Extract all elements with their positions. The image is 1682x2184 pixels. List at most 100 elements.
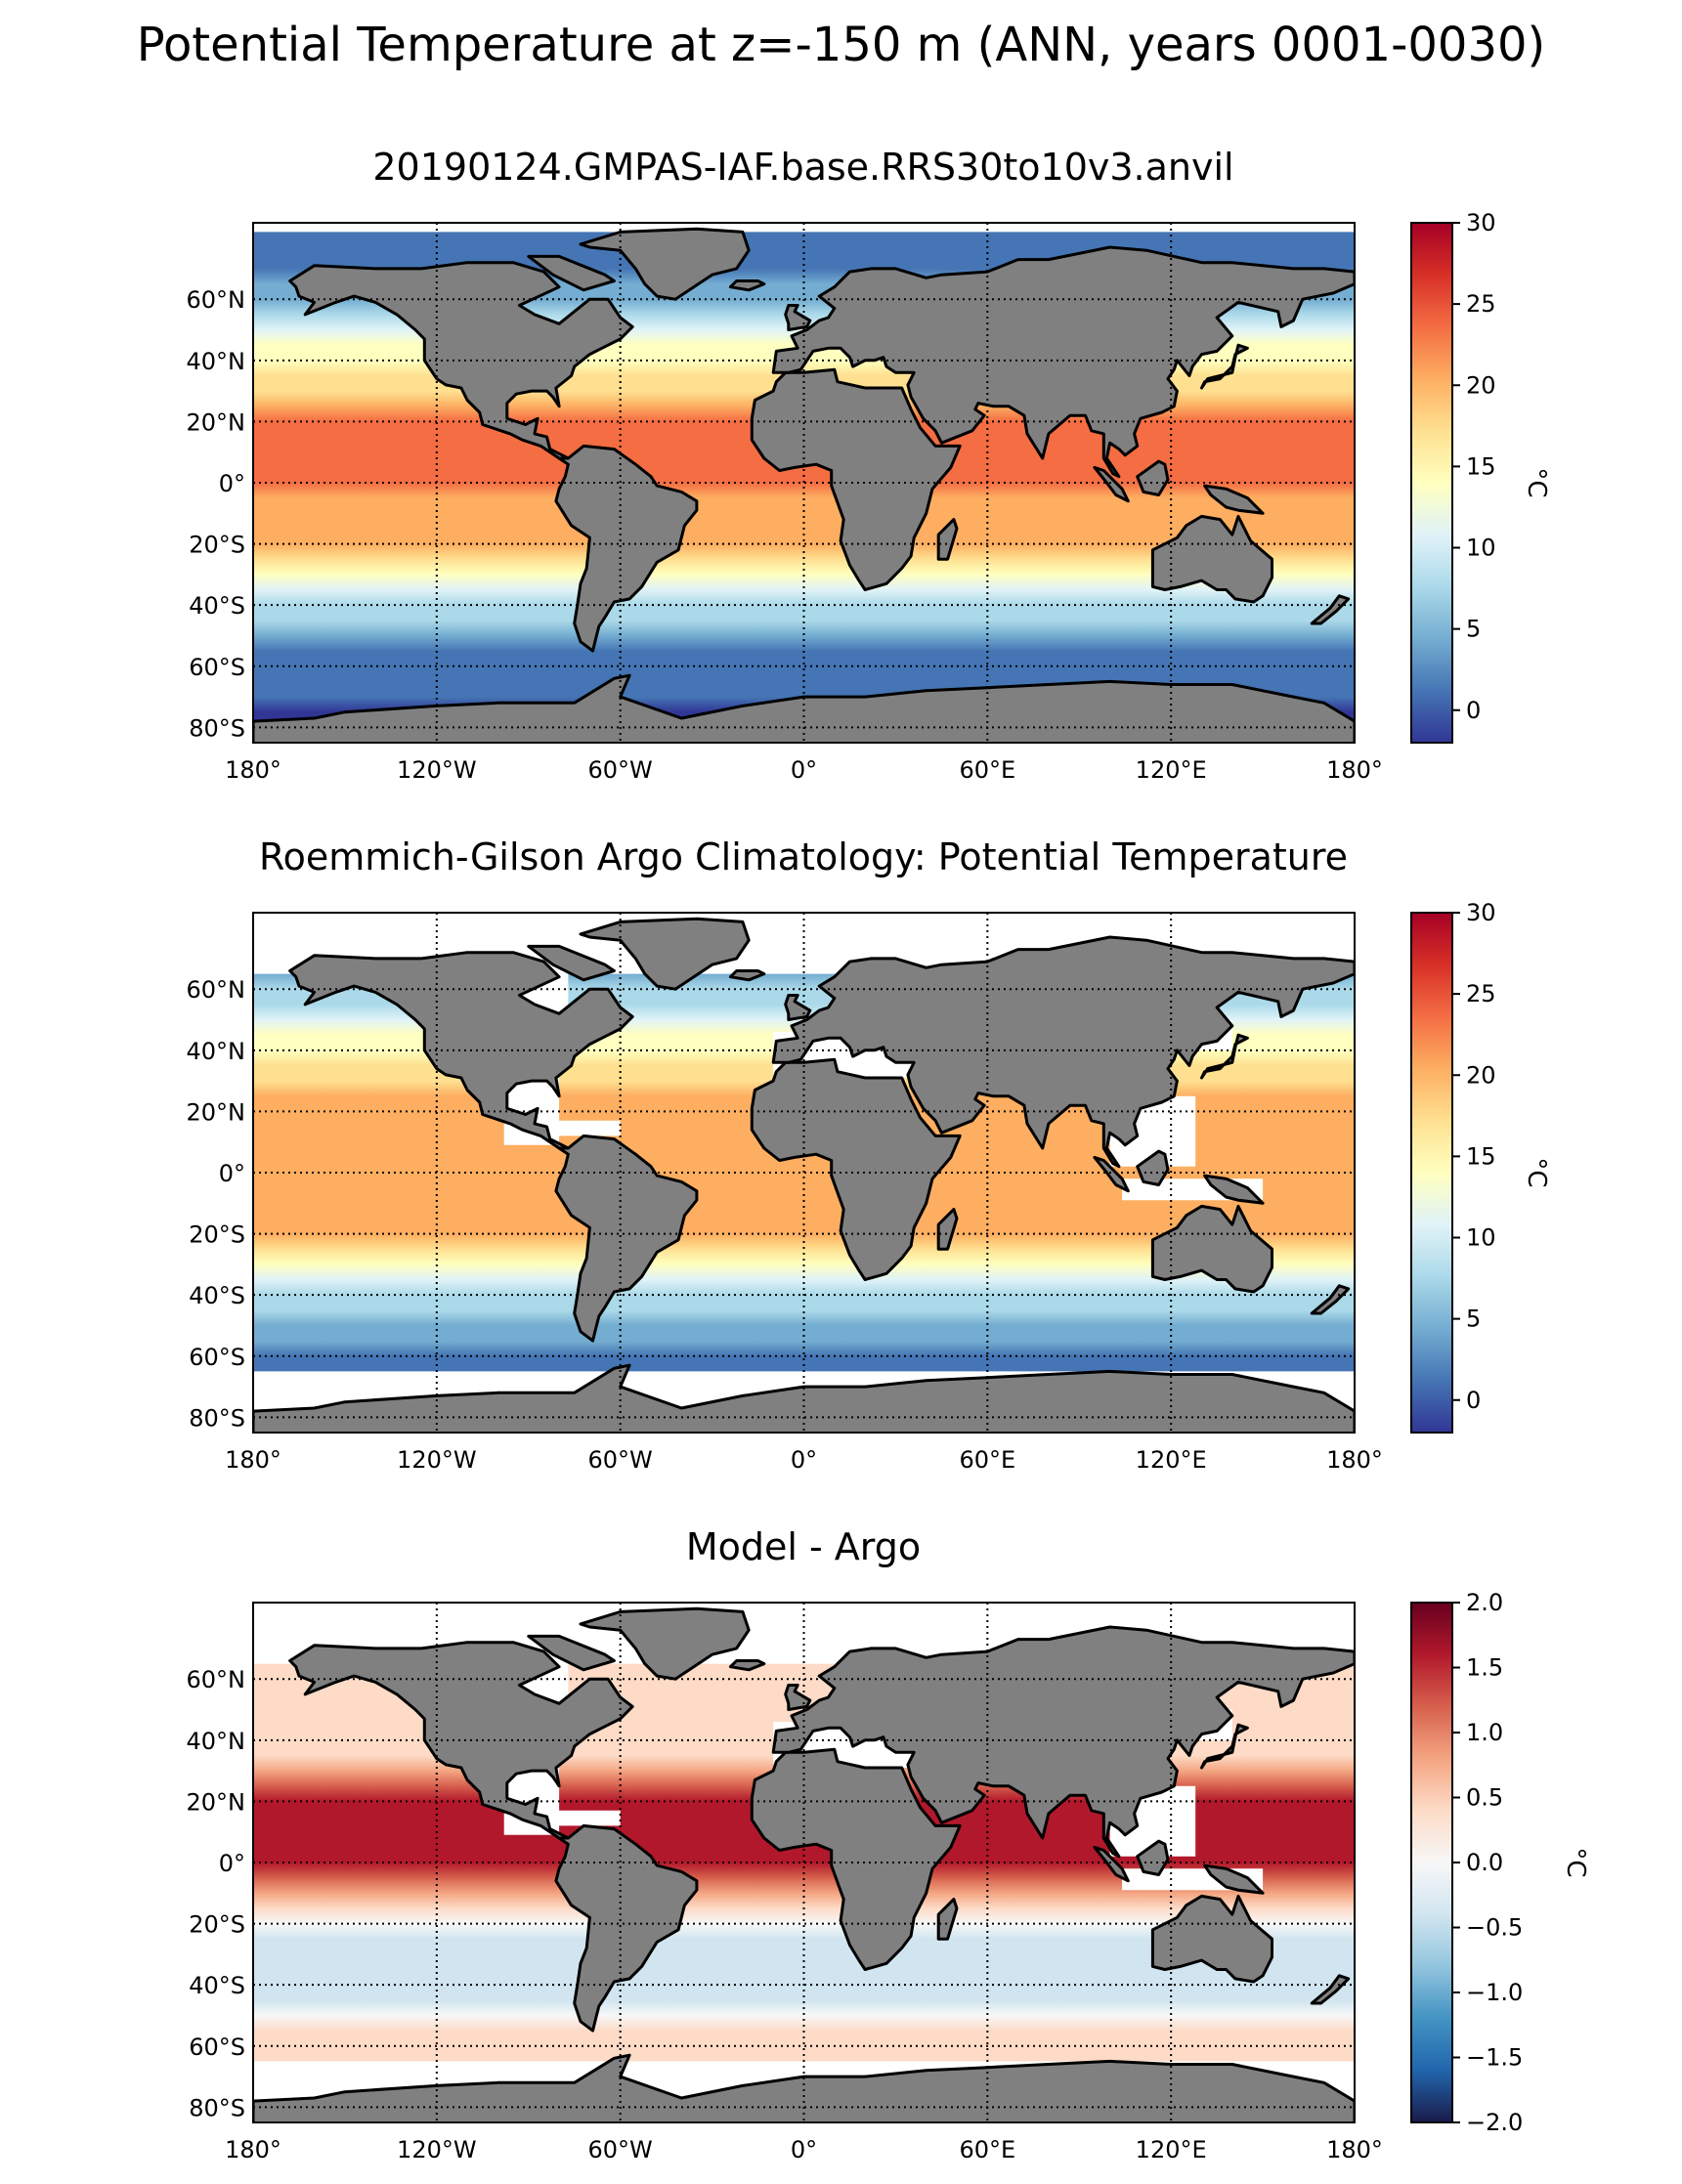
colorbar-tick-label: 5	[1466, 1306, 1481, 1333]
x-tick-label: 60°E	[959, 756, 1015, 784]
land-south-america	[554, 444, 699, 653]
panel-title: Model - Argo	[686, 1525, 921, 1568]
panel-3: Model - Argo 180° 120°W 60°W 0° 60°E 120°E 180°…	[187, 1525, 1591, 2163]
colorbar-unit-label: °C	[1561, 1847, 1590, 1877]
no-data-region	[543, 1810, 621, 1826]
colorbar-tick-label: 10	[1466, 535, 1496, 562]
colorbar-scale	[1410, 1602, 1453, 2123]
y-tick-label: 0°	[219, 1160, 245, 1187]
x-tick-label: 120°E	[1136, 2136, 1207, 2163]
colorbar-tick-label: 5	[1466, 616, 1481, 643]
colorbar-scale	[1410, 222, 1453, 744]
land-australia	[1150, 1204, 1273, 1294]
land-africa	[750, 1057, 962, 1281]
colorbar-tick-label: 30	[1466, 899, 1496, 926]
x-tick-label: 180°	[1326, 1446, 1383, 1474]
colorbar-tick-label: 15	[1466, 452, 1496, 480]
map-frame	[252, 912, 1356, 1434]
land-japan	[1200, 1723, 1249, 1770]
x-tick-label: 0°	[791, 756, 817, 784]
x-tick-label: 60°W	[588, 1446, 653, 1474]
map-frame	[252, 1602, 1356, 2123]
y-tick-label: 60°N	[187, 976, 246, 1004]
panel-2: Roemmich-Gilson Argo Climatology: Potent…	[187, 835, 1552, 1474]
land-north-america	[288, 951, 634, 1150]
y-tick-label: 80°S	[189, 1404, 245, 1432]
no-data-region	[253, 223, 1355, 233]
land-sumatra	[1093, 465, 1130, 503]
colorbar-tick-label: 15	[1466, 1142, 1496, 1170]
y-tick-label: 20°N	[187, 1788, 246, 1816]
x-tick-label: 120°W	[397, 756, 477, 784]
x-tick-label: 120°W	[397, 2136, 477, 2163]
map-axes	[252, 1602, 1356, 2123]
land-greenland	[579, 227, 751, 301]
y-tick-label: 20°S	[189, 1911, 245, 1939]
colorbar-tick-label: 0	[1466, 1387, 1481, 1414]
land-greenland	[579, 917, 751, 991]
y-tick-label: 80°S	[189, 2094, 245, 2121]
land-borneo	[1136, 1839, 1170, 1876]
x-tick-label: 0°	[791, 1446, 817, 1474]
colorbar-tick-label: 2.0	[1466, 1589, 1503, 1616]
land-new-zealand	[1310, 1284, 1351, 1315]
map-frame	[252, 222, 1356, 744]
colorbar-tick-label: 10	[1466, 1224, 1496, 1252]
land-iceland	[728, 1659, 766, 1672]
colorbar-tick-label: 0.0	[1466, 1849, 1503, 1876]
colorbar: 2.0 1.5 1.0 0.5 0.0 −0.5 −1.0 −1.5 −2.0 °C	[1410, 1589, 1590, 2136]
colorbar-tick-label: 30	[1466, 209, 1496, 236]
land-borneo	[1136, 1149, 1170, 1186]
y-tick-label: 20°N	[187, 1098, 246, 1126]
land-new-guinea	[1203, 484, 1265, 515]
colorbar: 30 25 20 15 10 5 0 °C	[1410, 209, 1551, 744]
x-tick-label: 60°E	[959, 1446, 1015, 1474]
colorbar-tick-label: −0.5	[1466, 1914, 1523, 1942]
colorbar-tick-label: −2.0	[1466, 2109, 1523, 2136]
colorbar-tick-label: −1.0	[1466, 1979, 1523, 2006]
land-japan	[1200, 343, 1249, 390]
y-tick-label: 60°S	[189, 654, 245, 681]
y-tick-label: 40°S	[189, 1972, 245, 1999]
x-tick-label: 120°E	[1136, 756, 1207, 784]
colorbar-tick-label: 20	[1466, 371, 1496, 399]
land-eurasia	[771, 245, 1355, 479]
y-tick-label: 60°N	[187, 1666, 246, 1693]
land-borneo	[1136, 459, 1170, 496]
x-tick-label: 120°E	[1136, 1446, 1207, 1474]
y-tick-label: 40°S	[189, 592, 245, 620]
colorbar-tick-label: 1.5	[1466, 1654, 1503, 1682]
x-tick-label: 180°	[1326, 2136, 1383, 2163]
land-new-zealand	[1310, 1974, 1351, 2005]
land-north-america	[288, 1641, 634, 1840]
land-new-guinea	[1203, 1174, 1265, 1205]
map-axes	[252, 912, 1356, 1434]
land-sumatra	[1093, 1155, 1130, 1193]
colorbar-tick-label: −1.5	[1466, 2044, 1523, 2072]
colorbar-tick-label: 25	[1466, 980, 1496, 1007]
land-new-guinea	[1203, 1863, 1265, 1895]
land-africa	[750, 367, 962, 591]
figure-title: Potential Temperature at z=-150 m (ANN, …	[136, 18, 1546, 72]
colorbar-tick-label: 25	[1466, 290, 1496, 318]
colorbar-scale	[1410, 912, 1453, 1434]
land-antarctica	[253, 673, 1355, 743]
y-tick-label: 60°S	[189, 1344, 245, 1371]
panel-title: 20190124.GMPAS-IAF.base.RRS30to10v3.anvi…	[372, 146, 1233, 189]
panel-1: 20190124.GMPAS-IAF.base.RRS30to10v3.anvi…	[187, 146, 1552, 784]
x-tick-label: 60°W	[588, 2136, 653, 2163]
land-new-zealand	[1310, 594, 1351, 625]
y-tick-label: 60°N	[187, 286, 246, 314]
x-tick-label: 180°	[225, 2136, 281, 2163]
land-baffin-island	[527, 944, 616, 982]
x-tick-label: 0°	[791, 2136, 817, 2163]
y-tick-label: 0°	[219, 1850, 245, 1877]
no-data-region	[543, 1120, 621, 1136]
land-japan	[1200, 1033, 1249, 1080]
land-madagascar	[936, 1898, 959, 1941]
y-tick-label: 40°N	[187, 1038, 246, 1065]
x-tick-label: 180°	[1326, 756, 1383, 784]
land-north-america	[288, 261, 634, 460]
land-iceland	[728, 969, 766, 982]
